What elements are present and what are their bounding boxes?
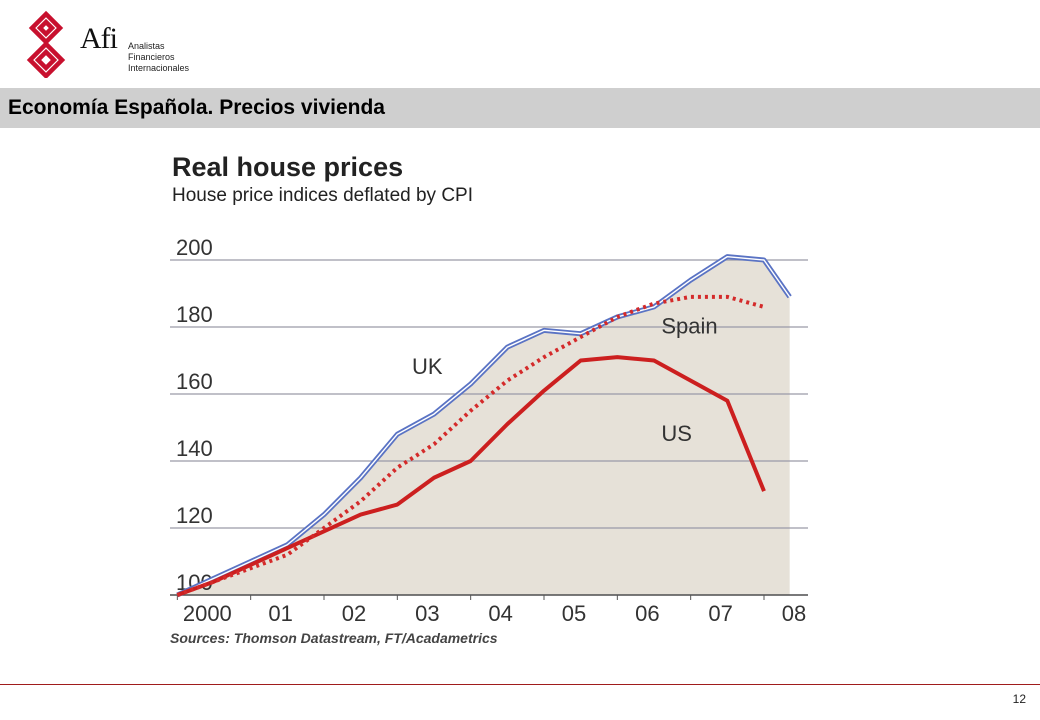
uk-shaded-area: [177, 256, 790, 595]
chart-title: Real house prices: [172, 152, 403, 182]
x-tick-label-2: 02: [342, 601, 366, 626]
logo-line-1: Analistas: [128, 41, 165, 51]
y-tick-label-180: 180: [176, 302, 213, 327]
logo-line-3: Internacionales: [128, 63, 190, 73]
chart-subtitle: House price indices deflated by CPI: [172, 185, 473, 206]
y-tick-label-120: 120: [176, 503, 213, 528]
x-tick-label-8: 08: [782, 601, 806, 626]
series-line-uk-inner: [177, 255, 791, 596]
logo-line-2: Financieros: [128, 52, 175, 62]
x-tick-label-4: 04: [488, 601, 512, 626]
chart-source: Sources: Thomson Datastream, FT/Acadamet…: [170, 630, 498, 646]
footer-divider: [0, 684, 1040, 685]
x-tick-label-7: 07: [708, 601, 732, 626]
logo-subtitle: Analistas Financieros Internacionales: [128, 41, 189, 74]
series-line-spain: [176, 294, 765, 597]
house-price-chart: Real house prices House price indices de…: [170, 152, 808, 646]
y-tick-label-140: 140: [176, 436, 213, 461]
x-tick-label-0: 2000: [183, 601, 232, 626]
logo-wordmark: Afi: [80, 22, 118, 55]
series-label-uk: UK: [412, 354, 443, 379]
afi-logo-mark: [26, 10, 66, 78]
slide-title: Economía Española. Precios vivienda: [8, 96, 385, 119]
series-label-us: US: [661, 421, 692, 446]
x-tick-label-6: 06: [635, 601, 659, 626]
y-tick-label-200: 200: [176, 235, 213, 260]
x-tick-label-3: 03: [415, 601, 439, 626]
x-tick-label-5: 05: [562, 601, 586, 626]
page-number: 12: [1012, 692, 1026, 706]
series-label-spain: Spain: [661, 314, 717, 339]
y-tick-label-160: 160: [176, 369, 213, 394]
x-tick-label-1: 01: [268, 601, 292, 626]
series-line-us: [176, 355, 766, 597]
title-bar: Economía Española. Precios vivienda: [0, 88, 1040, 128]
